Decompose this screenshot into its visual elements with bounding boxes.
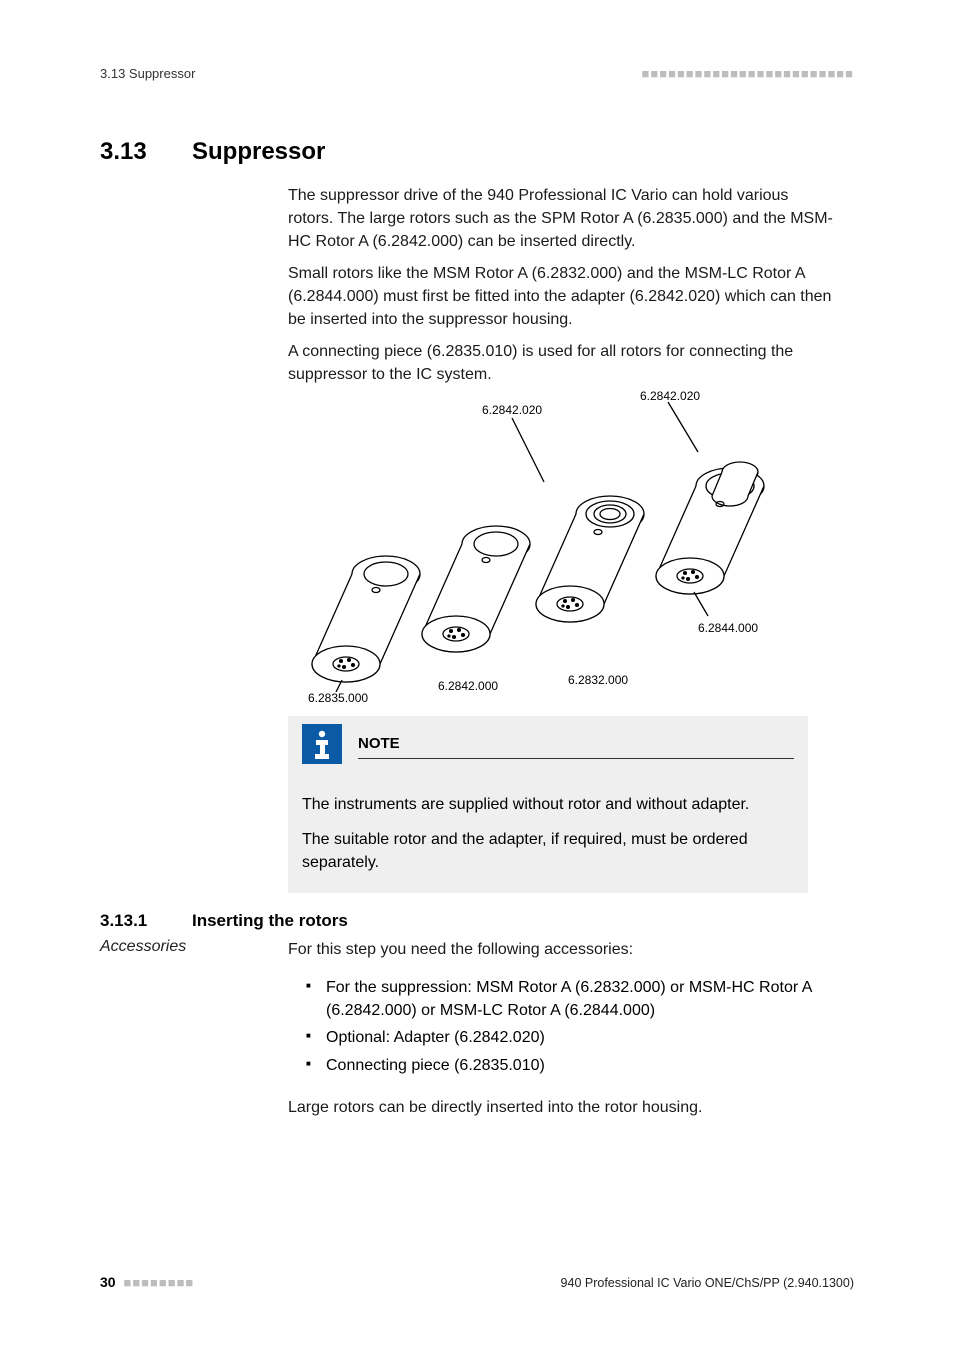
accessories-item: Connecting piece (6.2835.010) — [306, 1054, 838, 1077]
accessories-item: For the suppression: MSM Rotor A (6.2832… — [306, 976, 838, 1022]
footer-doc-id: 940 Professional IC Vario ONE/ChS/PP (2.… — [561, 1276, 854, 1290]
running-header-left: 3.13 Suppressor — [100, 66, 195, 81]
footer-page-number: 30 ■■■■■■■■ — [100, 1274, 194, 1290]
paragraph-2: Small rotors like the MSM Rotor A (6.283… — [288, 262, 838, 332]
subsection-heading: 3.13.1 Inserting the rotors — [100, 911, 348, 931]
section-title: Suppressor — [192, 138, 325, 166]
paragraph-after-list: Large rotors can be directly inserted in… — [288, 1096, 838, 1119]
note-box: NOTE The instruments are supplied withou… — [288, 716, 808, 893]
note-body: The instruments are supplied without rot… — [302, 775, 794, 875]
accessories-lead: For this step you need the following acc… — [288, 938, 838, 961]
note-body-1: The instruments are supplied without rot… — [302, 793, 794, 816]
section-heading: 3.13 Suppressor — [100, 138, 325, 166]
fig-label-top-left: 6.2842.020 — [482, 403, 542, 417]
paragraph-3: A connecting piece (6.2835.010) is used … — [288, 340, 838, 386]
page-number: 30 — [100, 1274, 116, 1290]
paragraph-1: The suppressor drive of the 940 Professi… — [288, 184, 838, 254]
accessories-label: Accessories — [100, 938, 186, 956]
note-label: NOTE — [358, 735, 794, 759]
note-body-2: The suitable rotor and the adapter, if r… — [302, 828, 794, 874]
fig-label-c3: 6.2832.000 — [568, 673, 628, 687]
rotor-diagram-svg: 6.2842.020 6.2842.020 6.2835.000 6.2842.… — [288, 390, 828, 704]
running-header-right-dots: ■■■■■■■■■■■■■■■■■■■■■■■■ — [642, 66, 854, 81]
info-icon — [302, 724, 342, 769]
accessories-item: Optional: Adapter (6.2842.020) — [306, 1026, 838, 1049]
note-header: NOTE — [302, 716, 794, 775]
section-number: 3.13 — [100, 138, 192, 166]
fig-label-c4: 6.2844.000 — [698, 621, 758, 635]
page: 3.13 Suppressor ■■■■■■■■■■■■■■■■■■■■■■■■… — [0, 0, 954, 1350]
subsection-title: Inserting the rotors — [192, 911, 348, 931]
fig-label-c1: 6.2835.000 — [308, 691, 368, 704]
footer-dots: ■■■■■■■■ — [123, 1275, 194, 1290]
rotor-figure: 6.2842.020 6.2842.020 6.2835.000 6.2842.… — [288, 390, 828, 704]
accessories-list: For the suppression: MSM Rotor A (6.2832… — [306, 976, 838, 1081]
subsection-number: 3.13.1 — [100, 911, 192, 931]
fig-label-top-right: 6.2842.020 — [640, 390, 700, 403]
fig-label-c2: 6.2842.000 — [438, 679, 498, 693]
